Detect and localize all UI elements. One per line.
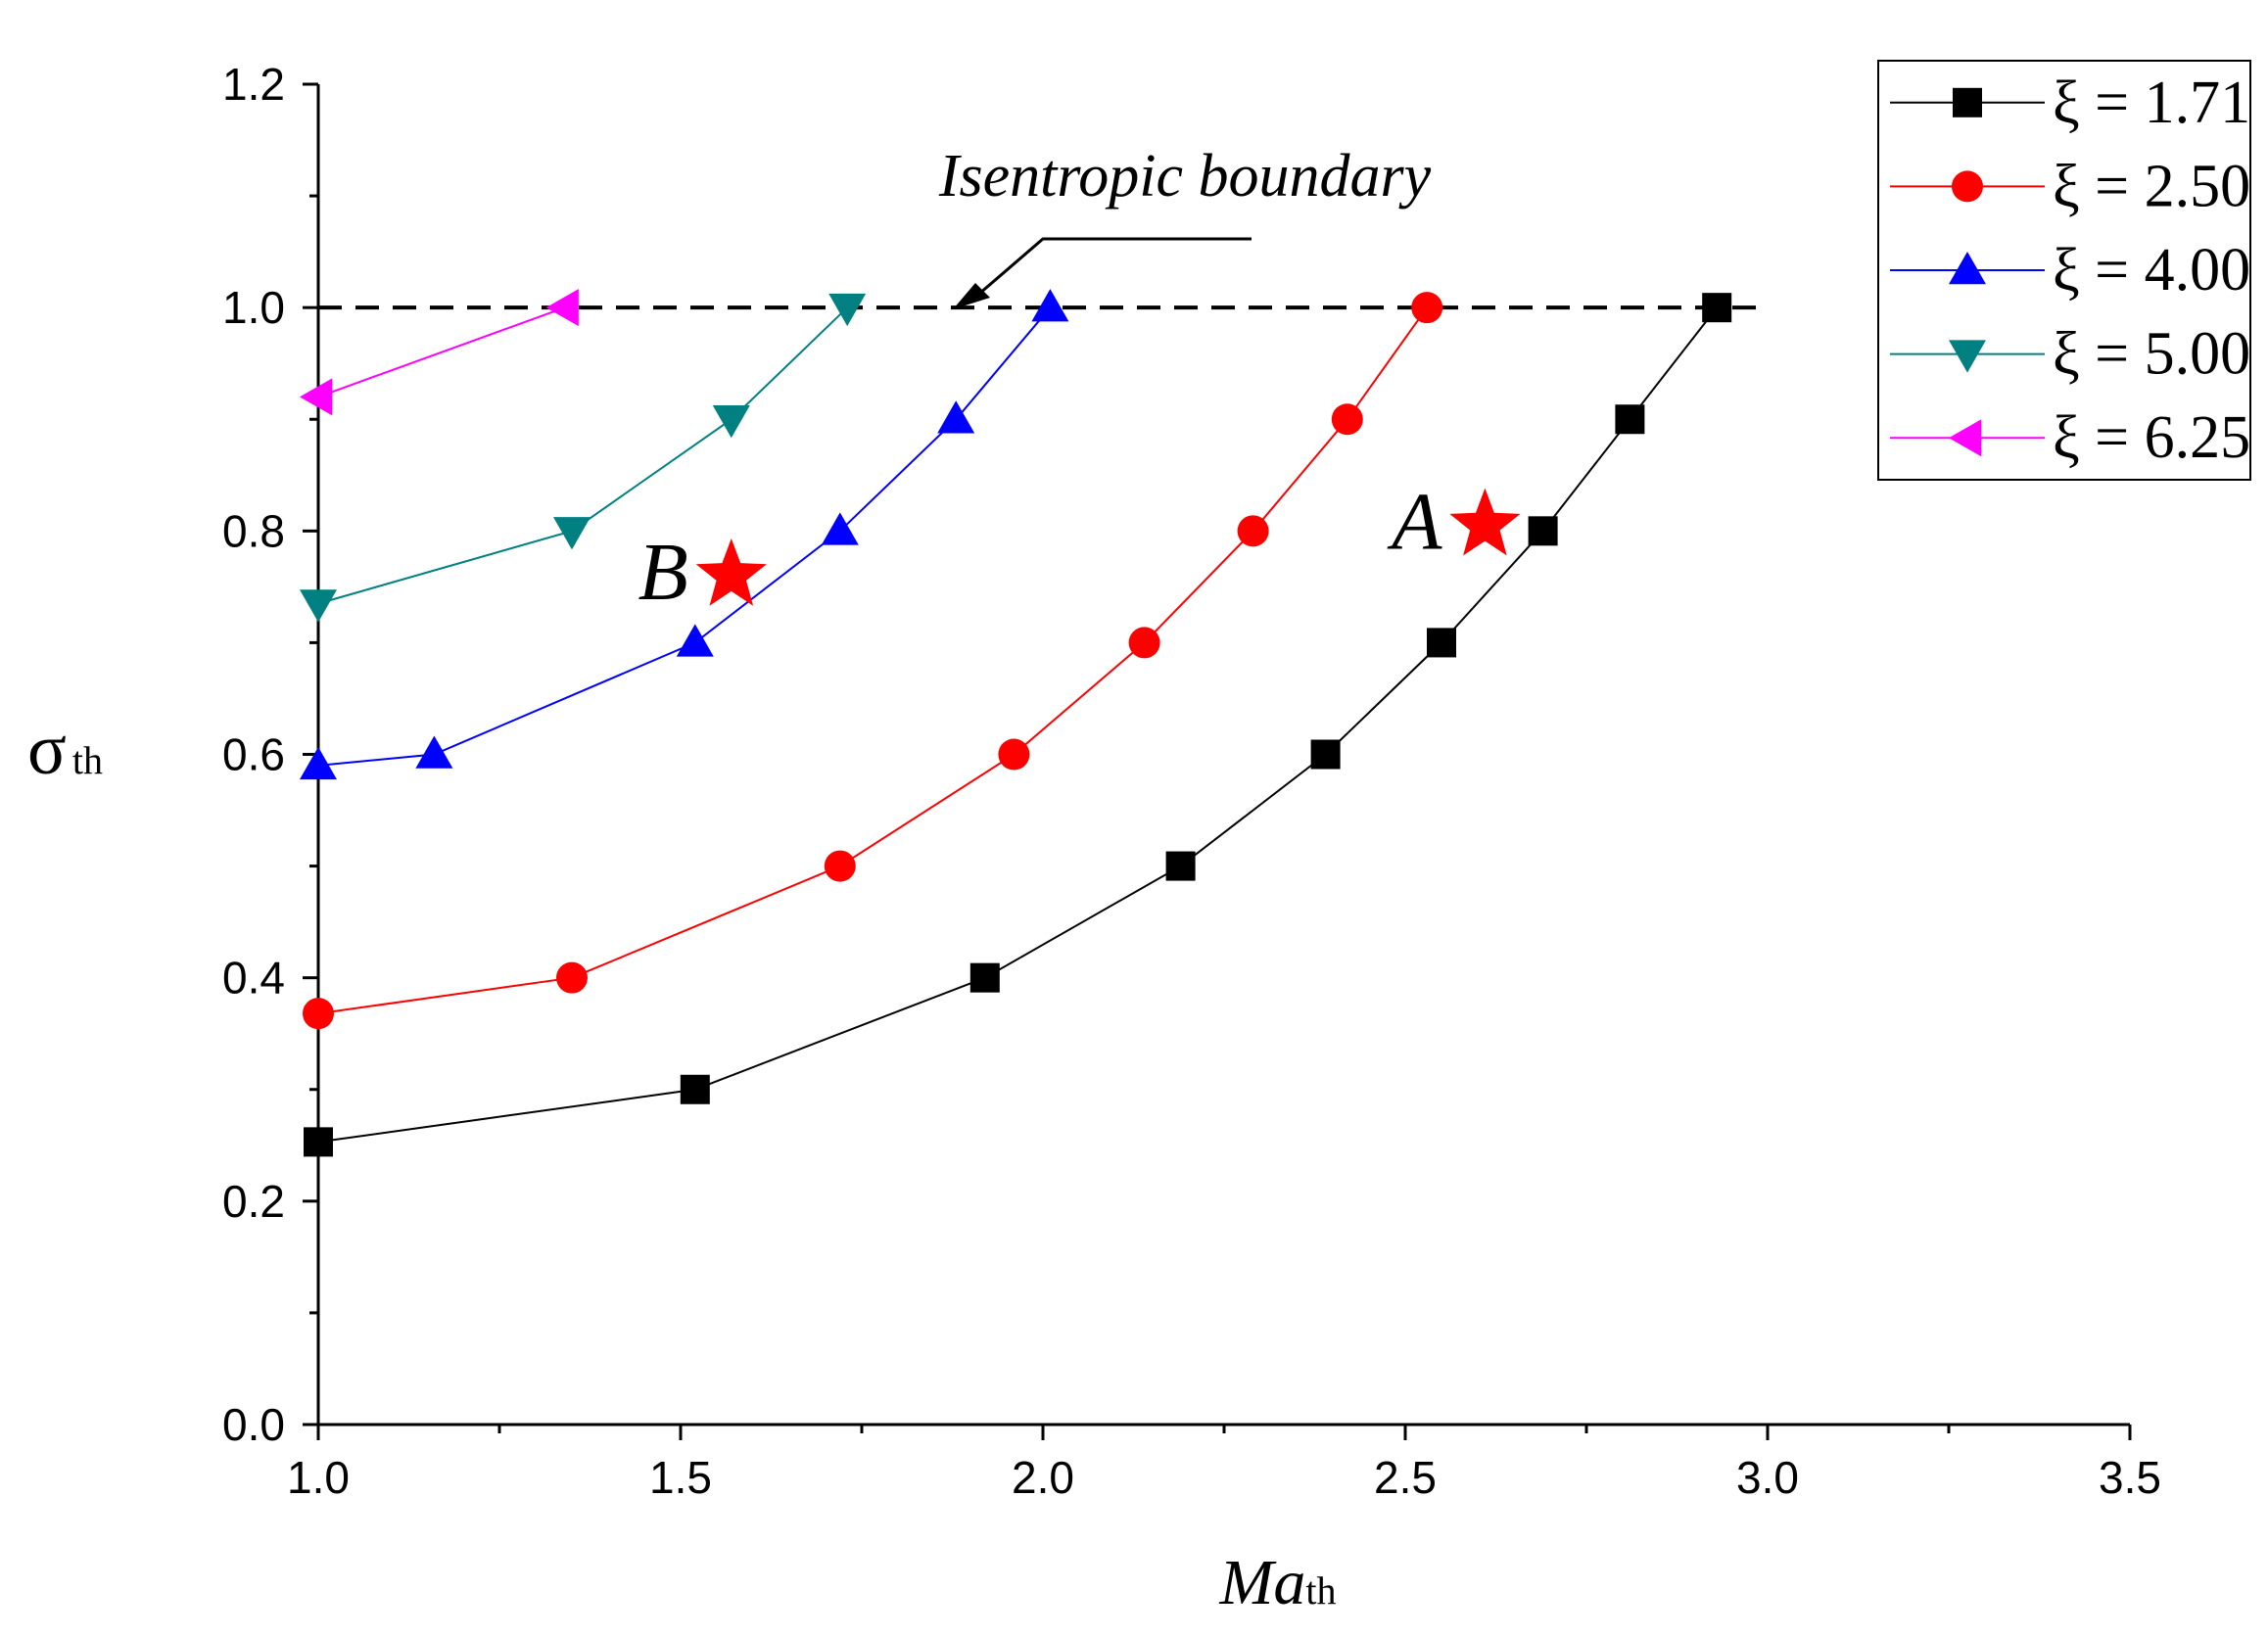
data-point [1427, 628, 1456, 658]
annotation-label-b: B [638, 527, 687, 618]
legend-label: ξ = 2.50 [2053, 153, 2250, 219]
y-tick-label: 1.0 [222, 282, 285, 333]
data-point [680, 1074, 710, 1104]
legend-label: ξ = 5.00 [2053, 321, 2250, 388]
data-point [1702, 293, 1732, 323]
series-1 [303, 292, 1443, 1030]
legend-label: ξ = 4.00 [2053, 237, 2250, 304]
legend-swatch-marker [1953, 87, 1982, 117]
data-point [1128, 627, 1160, 659]
series-group [300, 289, 1732, 1157]
y-tick-label: 1.2 [222, 59, 285, 110]
y-tick-label: 0.2 [222, 1176, 285, 1227]
legend: ξ = 1.71 ξ = 2.50 ξ = 4.00 ξ = 5.00 ξ = 6.25 [1877, 60, 2251, 481]
data-point [304, 1127, 333, 1157]
series-4 [300, 289, 579, 416]
data-point [300, 589, 337, 623]
series-line [317, 306, 848, 605]
isentropic-boundary-label: Isentropic boundary [938, 143, 1432, 210]
data-point [824, 850, 856, 882]
x-tick-label: 2.0 [1012, 1452, 1074, 1503]
legend-swatch-marker [1949, 252, 1986, 285]
y-axis-title-main: σ [27, 710, 67, 790]
legend-swatch-marker [1949, 340, 1986, 373]
series-3 [300, 293, 867, 623]
annotation-label-a: A [1387, 477, 1442, 568]
annotations-group: AB [638, 477, 1521, 618]
x-tick-label: 3.0 [1736, 1452, 1799, 1503]
series-line [317, 306, 1052, 767]
data-point [303, 998, 334, 1030]
data-point [1331, 403, 1363, 436]
x-tick-label: 1.0 [287, 1452, 350, 1503]
x-tick-label: 3.5 [2099, 1452, 2161, 1503]
x-axis-title-sub: th [1305, 1568, 1336, 1613]
x-tick-label: 1.5 [649, 1452, 712, 1503]
series-line [317, 306, 1718, 1144]
y-tick-label: 0.0 [222, 1399, 285, 1450]
y-axis-title-sub: th [72, 738, 103, 782]
data-point [828, 293, 867, 327]
data-point [1310, 739, 1341, 770]
y-tick-label: 0.8 [222, 505, 285, 556]
data-point [545, 289, 579, 327]
data-point [556, 961, 588, 994]
data-point [1411, 292, 1443, 324]
legend-label: ξ = 6.25 [2053, 404, 2250, 471]
data-point [969, 962, 1000, 993]
y-tick-label: 0.4 [222, 953, 285, 1004]
data-point [998, 738, 1030, 771]
y-tick-label: 0.6 [222, 729, 285, 780]
legend-swatch-marker [1952, 170, 1983, 203]
data-point [300, 746, 337, 780]
x-axis-title-main: Ma [1218, 1547, 1305, 1618]
star-marker-b [695, 538, 767, 606]
series-2 [300, 289, 1069, 780]
legend-swatch-marker [1949, 419, 1982, 457]
data-point [415, 735, 453, 769]
data-point [712, 405, 750, 439]
data-point [300, 378, 333, 416]
legend-label: ξ = 1.71 [2053, 70, 2250, 136]
annotation-arrow-head [953, 283, 990, 309]
data-point [1615, 404, 1645, 435]
data-point [937, 400, 975, 434]
axes: 1.0 1.5 2.0 2.5 3.0 3.5 0.0 0.2 0.4 0.6 0.8 1.0 1.2 M… [27, 59, 2161, 1618]
y-axis-title: σ th [27, 710, 103, 790]
data-point [1237, 515, 1269, 547]
reference-line-group: Isentropic boundary [318, 143, 1768, 310]
data-point [676, 624, 714, 657]
data-point [821, 512, 859, 545]
annotation-arrow-line [978, 237, 1252, 296]
data-point [1165, 851, 1196, 881]
series-line [317, 306, 1429, 1015]
data-point [1031, 289, 1069, 322]
series-0 [304, 293, 1732, 1157]
star-marker-a [1449, 488, 1521, 556]
data-point [553, 517, 591, 550]
data-point [1528, 516, 1558, 546]
x-axis-title: Math [1218, 1547, 1336, 1618]
x-tick-label: 2.5 [1374, 1452, 1437, 1503]
series-line [317, 306, 565, 398]
